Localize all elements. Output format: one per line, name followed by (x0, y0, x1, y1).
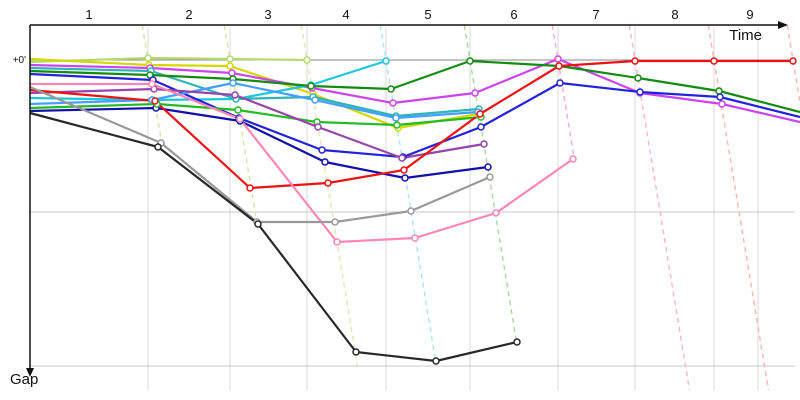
gap-axis-arrow (26, 368, 34, 377)
series-marker-royal-blue (401, 174, 409, 182)
series-marker-green (393, 121, 401, 129)
series-marker-red (710, 57, 718, 65)
time-axis-label: Time (729, 27, 762, 44)
series-marker-dark-green (466, 57, 474, 65)
series-line-royal-blue (29, 106, 489, 180)
checkpoint-diagonal-red (628, 24, 691, 391)
series-marker-light-green (303, 56, 311, 64)
series-marker-purple (480, 140, 488, 148)
series-marker-black (432, 357, 440, 365)
series-marker-pink (333, 238, 341, 246)
series-marker-yellow (226, 62, 234, 70)
series-marker-black (154, 143, 162, 151)
series-marker-blue (636, 88, 644, 96)
series-marker-dark-green (634, 74, 642, 82)
series-marker-royal-blue (321, 158, 329, 166)
series-marker-dark-green (307, 82, 315, 90)
series-marker-green (234, 106, 242, 114)
series-marker-pink (236, 115, 244, 123)
series-line-magenta (29, 57, 800, 124)
series-line-green (29, 102, 482, 127)
series-marker-pink (569, 155, 577, 163)
series-marker-magenta (718, 100, 726, 108)
series-marker-magenta (471, 89, 479, 97)
series-marker-magenta (228, 69, 236, 77)
series-marker-black (352, 348, 360, 356)
series-marker-pink (492, 209, 500, 217)
series-marker-cyan (382, 57, 390, 65)
series-marker-magenta (389, 99, 397, 107)
series-marker-blue (556, 79, 564, 87)
time-axis-arrow (778, 21, 788, 29)
series-marker-light-blue (392, 114, 400, 122)
x-tick-label-3: 3 (264, 7, 271, 22)
series-line-gray (29, 85, 491, 224)
x-tick-label-9: 9 (746, 7, 753, 22)
checkpoint-diagonal-cyan (379, 24, 437, 363)
series-marker-red (400, 166, 408, 174)
series-marker-red (789, 57, 797, 65)
series-line-light-blue (29, 81, 479, 120)
series-marker-royal-blue (484, 163, 492, 171)
x-tick-label-5: 5 (424, 7, 431, 22)
series-marker-purple (398, 154, 406, 162)
checkpoint-diagonal-light-green (223, 24, 259, 231)
checkpoint-diagonal-magenta (551, 24, 576, 162)
series-marker-red (151, 97, 159, 105)
series-line-purple (29, 87, 485, 160)
series-marker-red (555, 62, 563, 70)
series-marker-purple (314, 123, 322, 131)
series-marker-red (631, 57, 639, 65)
series-line-red (29, 59, 793, 190)
series-marker-blue (318, 146, 326, 154)
x-tick-label-1: 1 (85, 7, 92, 22)
x-tick-label-2: 2 (185, 7, 192, 22)
series-marker-gray (486, 173, 494, 181)
x-tick-label-4: 4 (342, 7, 349, 22)
series-marker-black (513, 338, 521, 346)
series-marker-black (254, 220, 262, 228)
series-marker-light-blue (229, 79, 237, 87)
series-line-dark-green (29, 59, 800, 114)
series-marker-light-green (226, 55, 234, 63)
series-line-light-green (29, 56, 308, 64)
series-marker-magenta (554, 55, 562, 63)
gap-axis-label: Gap (10, 371, 38, 388)
series-marker-gray (331, 218, 339, 226)
checkpoint-diagonal-red (786, 24, 800, 107)
series-marker-red (476, 110, 484, 118)
series-line-turquoise (29, 66, 480, 118)
series-marker-red (324, 179, 332, 187)
series-marker-blue (477, 123, 485, 131)
series-marker-dark-green (715, 87, 723, 95)
series-marker-red (246, 184, 254, 192)
x-tick-label-8: 8 (671, 7, 678, 22)
x-tick-label-7: 7 (592, 7, 599, 22)
series-marker-purple (231, 91, 239, 99)
series-marker-light-blue (311, 96, 319, 104)
zero-gap-label: +0' (13, 55, 26, 66)
series-line-black (29, 111, 518, 363)
series-marker-blue (716, 93, 724, 101)
series-marker-pink (148, 80, 156, 88)
checkpoint-diagonal-red (707, 24, 770, 391)
x-tick-label-6: 6 (510, 7, 517, 22)
series-marker-dark-green (387, 85, 395, 93)
series-marker-pink (411, 234, 419, 242)
series-marker-light-green (144, 54, 152, 62)
series-marker-gray (407, 207, 415, 215)
